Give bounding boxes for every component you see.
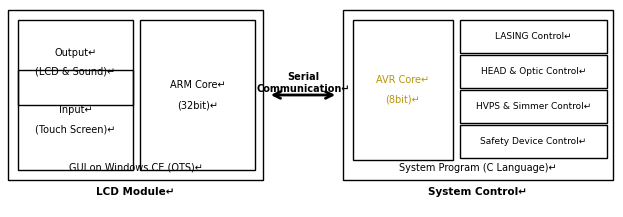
Text: LASING Control↵: LASING Control↵ xyxy=(495,32,572,41)
Text: Safety Device Control↵: Safety Device Control↵ xyxy=(480,137,587,146)
Bar xyxy=(18,20,133,105)
Bar xyxy=(460,20,607,53)
Text: (8bit)↵: (8bit)↵ xyxy=(386,95,421,105)
Bar xyxy=(460,90,607,123)
Bar xyxy=(460,55,607,88)
Text: HVPS & Simmer Control↵: HVPS & Simmer Control↵ xyxy=(476,102,591,111)
Bar xyxy=(460,125,607,158)
Text: System Control↵: System Control↵ xyxy=(429,187,528,197)
Text: Output↵: Output↵ xyxy=(54,49,97,59)
Bar xyxy=(8,10,263,180)
Text: ARM Core↵: ARM Core↵ xyxy=(169,80,226,90)
Text: AVR Core↵: AVR Core↵ xyxy=(376,75,430,85)
Text: Communication↵: Communication↵ xyxy=(256,84,350,94)
Bar xyxy=(140,20,255,170)
Text: (32bit)↵: (32bit)↵ xyxy=(177,100,218,110)
Bar xyxy=(343,10,613,180)
Text: Input↵: Input↵ xyxy=(59,105,92,115)
Text: (Touch Screen)↵: (Touch Screen)↵ xyxy=(36,125,116,135)
Text: HEAD & Optic Control↵: HEAD & Optic Control↵ xyxy=(481,67,586,76)
Text: GUI on Windows CE (OTS)↵: GUI on Windows CE (OTS)↵ xyxy=(69,163,202,173)
Text: System Program (C Language)↵: System Program (C Language)↵ xyxy=(399,163,557,173)
Text: Serial: Serial xyxy=(287,72,319,82)
Text: (LCD & Sound)↵: (LCD & Sound)↵ xyxy=(36,66,115,77)
Text: LCD Module↵: LCD Module↵ xyxy=(96,187,174,197)
Bar xyxy=(353,20,453,160)
Bar xyxy=(18,70,133,170)
